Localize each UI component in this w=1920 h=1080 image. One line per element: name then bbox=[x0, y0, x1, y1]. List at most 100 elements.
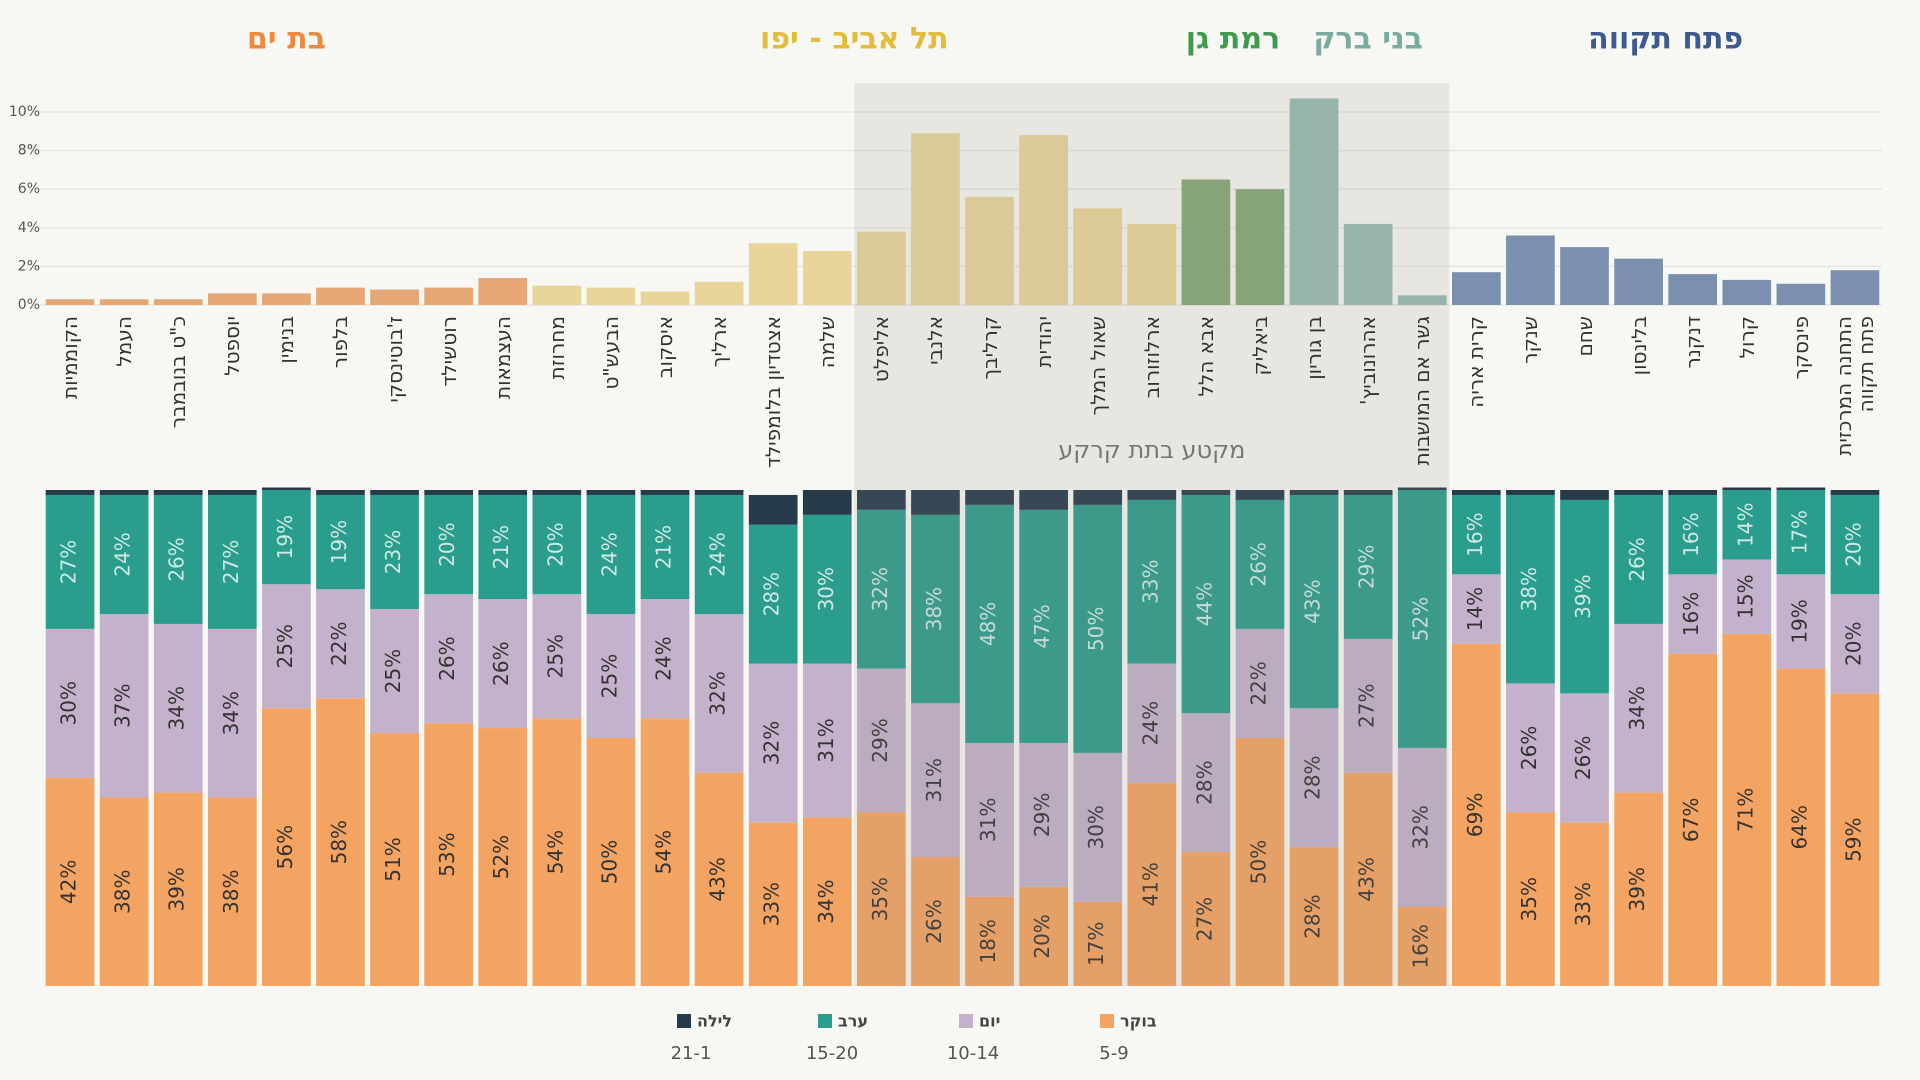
value-label: 28% bbox=[1192, 760, 1216, 804]
bar-segment bbox=[1830, 693, 1880, 986]
bar-segment bbox=[1506, 494, 1555, 684]
bar-segment bbox=[1668, 494, 1718, 575]
bar-segment bbox=[1127, 663, 1177, 783]
bar-segment bbox=[262, 487, 311, 490]
value-label: 39% bbox=[1625, 867, 1649, 911]
bar-segment bbox=[748, 524, 798, 664]
bar-segment bbox=[1722, 490, 1772, 560]
bar-segment bbox=[478, 494, 528, 600]
bar-segment bbox=[1181, 852, 1231, 986]
value-label: 17% bbox=[1084, 922, 1108, 966]
bar-segment bbox=[748, 822, 798, 986]
value-label: 15% bbox=[1733, 574, 1757, 618]
highlight-region bbox=[854, 83, 1450, 986]
value-label: 38% bbox=[111, 870, 135, 914]
value-label: 56% bbox=[273, 825, 297, 869]
bar-segment bbox=[424, 594, 474, 724]
value-label: 52% bbox=[1409, 597, 1433, 641]
value-label: 23% bbox=[381, 530, 405, 574]
value-label: 16% bbox=[1463, 512, 1487, 556]
bar bbox=[1830, 270, 1880, 305]
bar-segment bbox=[1397, 490, 1447, 748]
value-label: 50% bbox=[1084, 607, 1108, 651]
value-label: 26% bbox=[489, 641, 513, 685]
legend-label: יום bbox=[979, 1012, 1000, 1031]
bar-segment bbox=[153, 623, 203, 793]
category-label: בנימין bbox=[274, 315, 299, 364]
value-label: 21% bbox=[489, 525, 513, 569]
bar bbox=[965, 196, 1014, 305]
value-label: 16% bbox=[1409, 924, 1433, 968]
bar-segment bbox=[1560, 499, 1609, 694]
category-label: בלינסון bbox=[1626, 315, 1651, 376]
value-label: 30% bbox=[1084, 805, 1108, 849]
bar bbox=[316, 287, 365, 305]
value-label: 29% bbox=[1355, 545, 1379, 589]
bar-segment bbox=[532, 718, 582, 986]
bar bbox=[1397, 295, 1447, 305]
bar bbox=[857, 231, 906, 305]
value-label: 30% bbox=[814, 567, 838, 611]
legend-label: בוקר bbox=[1120, 1012, 1157, 1031]
bar-segment bbox=[1668, 653, 1718, 986]
bar-segment bbox=[1506, 683, 1555, 813]
bar-segment bbox=[1451, 494, 1501, 575]
bar-segment bbox=[802, 490, 852, 515]
bar bbox=[1614, 258, 1663, 305]
group-title: פתח תקווה bbox=[1588, 22, 1743, 57]
value-label: 43% bbox=[1301, 579, 1325, 623]
value-label: 38% bbox=[1517, 567, 1541, 611]
bar bbox=[45, 299, 95, 305]
value-label: 29% bbox=[1030, 793, 1054, 837]
bar-segment bbox=[1560, 490, 1609, 500]
bar-segment bbox=[207, 490, 257, 495]
value-label: 38% bbox=[219, 870, 243, 914]
value-label: 28% bbox=[1301, 755, 1325, 799]
category-label: הבעש"ט bbox=[598, 315, 623, 390]
value-label: 27% bbox=[1355, 684, 1379, 728]
value-label: 43% bbox=[1355, 857, 1379, 901]
bar-segment bbox=[857, 668, 906, 813]
value-label: 25% bbox=[381, 649, 405, 693]
category-label: העצמאות bbox=[490, 315, 515, 399]
bar-segment bbox=[911, 857, 960, 986]
value-label: 42% bbox=[57, 860, 81, 904]
value-label: 18% bbox=[976, 919, 1000, 963]
bar bbox=[1560, 247, 1609, 305]
value-label: 20% bbox=[1841, 522, 1865, 566]
category-label: הקוממיות bbox=[58, 315, 83, 399]
value-label: 14% bbox=[1463, 587, 1487, 631]
value-label: 22% bbox=[327, 622, 351, 666]
bar-segment bbox=[694, 772, 744, 986]
legend-hours: 10-14 bbox=[947, 1043, 999, 1064]
value-label: 37% bbox=[111, 684, 135, 728]
value-label: 54% bbox=[652, 830, 676, 874]
bar bbox=[911, 133, 960, 305]
bar-segment bbox=[1019, 509, 1068, 743]
bar-segment bbox=[1668, 574, 1718, 654]
value-label: 34% bbox=[1625, 686, 1649, 730]
bar-segment bbox=[965, 504, 1014, 743]
bar bbox=[207, 293, 257, 305]
bar-segment bbox=[1614, 623, 1663, 793]
bar-segment bbox=[1343, 494, 1393, 639]
legend-hours: 15-20 bbox=[806, 1043, 858, 1064]
value-label: 34% bbox=[165, 686, 189, 730]
category-label: דנקנר bbox=[1680, 315, 1705, 369]
bar bbox=[1722, 279, 1772, 305]
bar-segment bbox=[1073, 752, 1123, 902]
value-label: 26% bbox=[1517, 726, 1541, 770]
category-label: אלנבי bbox=[923, 315, 948, 365]
bar bbox=[1343, 223, 1393, 305]
value-label: 50% bbox=[597, 840, 621, 884]
category-label: יהודית bbox=[1031, 315, 1056, 368]
y-tick-label: 10% bbox=[9, 104, 40, 120]
value-label: 24% bbox=[111, 532, 135, 576]
value-label: 64% bbox=[1787, 805, 1811, 849]
category-label: קרליבך bbox=[977, 315, 1002, 380]
category-label: התחנה המרכזית פתח תקווה bbox=[1831, 315, 1878, 456]
value-label: 29% bbox=[868, 718, 892, 762]
bar-segment bbox=[1776, 668, 1826, 986]
category-label: בלפור bbox=[328, 315, 353, 369]
legend-label: לילה bbox=[697, 1012, 732, 1031]
